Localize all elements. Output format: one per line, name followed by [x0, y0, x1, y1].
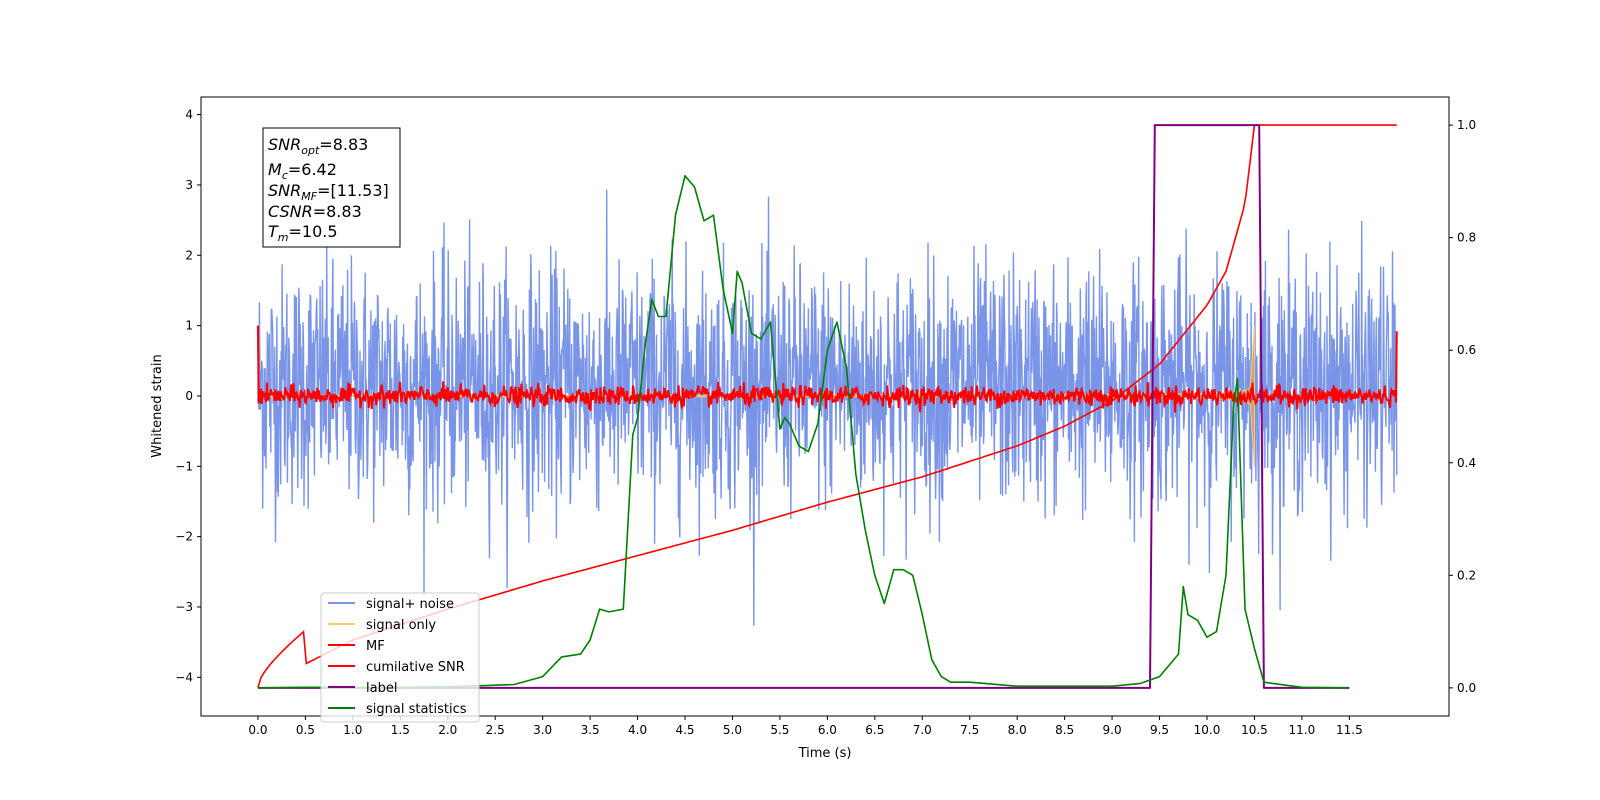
- x-tick-label: 11.5: [1336, 723, 1363, 737]
- annotation-snr-opt: SNRopt=8.83: [268, 135, 368, 157]
- y-tick-label: 4: [185, 108, 193, 122]
- x-tick-label: 2.5: [486, 723, 505, 737]
- annotation-box: SNRopt=8.83 Mc=6.42 SNRMF=[11.53] CSNR=8…: [262, 127, 401, 248]
- x-tick-label: 3.0: [533, 723, 552, 737]
- y-right-tick-label: 0.4: [1457, 456, 1476, 470]
- x-tick-label: 7.5: [960, 723, 979, 737]
- annotation-tm: Tm=10.5: [268, 222, 338, 244]
- x-tick-label: 8.0: [1008, 723, 1027, 737]
- x-tick-label: 1.0: [343, 723, 362, 737]
- x-axis: 0.0 0.5 1.0 1.5 2.0 2.5 3.0 3.5 4.0 4.5 5.0 5.5 6.0 6…: [248, 716, 1363, 737]
- legend-item-signal-noise: signal+ noise: [328, 597, 454, 612]
- y-tick-label: −1: [175, 459, 193, 473]
- x-tick-label: 1.5: [391, 723, 410, 737]
- x-tick-label: 10.0: [1194, 723, 1221, 737]
- x-tick-label: 8.5: [1055, 723, 1074, 737]
- legend-item-label: label: [328, 681, 397, 696]
- legend-item-mf: MF: [328, 639, 385, 654]
- legend-item-cumulative-snr: cumilative SNR: [328, 660, 465, 675]
- y-right-tick-label: 0.8: [1457, 231, 1476, 245]
- x-tick-label: 0.5: [296, 723, 315, 737]
- x-axis-label: Time (s): [798, 746, 852, 761]
- plot-frame: [200, 96, 1450, 717]
- y-tick-label: −2: [175, 530, 193, 544]
- svg-text:cumilative SNR: cumilative SNR: [366, 660, 465, 675]
- y-tick-label: 1: [185, 319, 193, 333]
- svg-text:MF: MF: [366, 639, 385, 654]
- y-axis-right: 1.0 0.8 0.6 0.4 0.2 0.0: [1449, 118, 1476, 695]
- x-tick-label: 6.0: [818, 723, 837, 737]
- y-axis-label: Whitened strain: [150, 354, 165, 457]
- svg-text:signal+ noise: signal+ noise: [366, 597, 454, 612]
- svg-text:signal only: signal only: [366, 618, 436, 633]
- legend-item-signal-only: signal only: [328, 618, 436, 633]
- x-tick-label: 5.0: [723, 723, 742, 737]
- x-tick-label: 3.5: [581, 723, 600, 737]
- annotation-csnr: CSNR=8.83: [268, 202, 362, 221]
- svg-text:signal statistics: signal statistics: [366, 702, 467, 717]
- y-right-tick-label: 0.2: [1457, 568, 1476, 582]
- x-tick-label: 5.5: [770, 723, 789, 737]
- y-right-tick-label: 0.6: [1457, 343, 1476, 357]
- y-right-tick-label: 0.0: [1457, 681, 1476, 695]
- x-tick-label: 2.0: [438, 723, 457, 737]
- y-tick-label: −4: [175, 670, 193, 684]
- x-tick-label: 4.5: [675, 723, 694, 737]
- signal-statistics-path: [257, 175, 1350, 689]
- legend: signal+ noise signal only MF cumilative …: [320, 592, 480, 723]
- y-tick-label: 0: [185, 389, 193, 403]
- label-line: [257, 124, 1350, 689]
- annotation-mc: Mc=6.42: [268, 160, 337, 182]
- x-tick-label: 9.0: [1103, 723, 1122, 737]
- y-tick-label: 2: [185, 248, 193, 262]
- label-path: [257, 124, 1350, 689]
- x-tick-label: 9.5: [1150, 723, 1169, 737]
- y-right-tick-label: 1.0: [1457, 118, 1476, 132]
- x-tick-label: 0.0: [248, 723, 267, 737]
- mf-path: [256, 325, 1398, 413]
- legend-item-signal-statistics: signal statistics: [328, 702, 467, 717]
- svg-text:label: label: [366, 681, 397, 696]
- x-tick-label: 6.5: [865, 723, 884, 737]
- y-tick-label: 3: [185, 178, 193, 192]
- y-tick-label: −3: [175, 600, 193, 614]
- signal-statistics-line: [257, 175, 1350, 689]
- x-tick-label: 4.0: [628, 723, 647, 737]
- x-tick-label: 7.0: [913, 723, 932, 737]
- mf-line: [256, 325, 1398, 413]
- annotation-snr-mf: SNRMF=[11.53]: [268, 181, 389, 203]
- y-axis-left: 4 3 2 1 0 −1 −2 −3 −4: [175, 108, 201, 684]
- x-tick-label: 10.5: [1241, 723, 1268, 737]
- x-tick-label: 11.0: [1289, 723, 1316, 737]
